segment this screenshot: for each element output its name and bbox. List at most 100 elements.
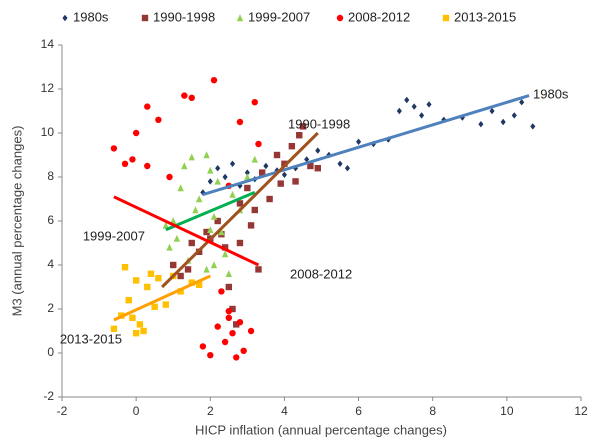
point xyxy=(155,116,162,124)
point xyxy=(140,327,147,335)
point xyxy=(136,321,144,328)
point xyxy=(129,156,136,163)
x-axis-label: HICP inflation (annual percentage change… xyxy=(195,422,447,437)
legend-label: 1990-1998 xyxy=(153,9,215,24)
x-tick-label: 0 xyxy=(133,404,140,418)
legend-marker xyxy=(336,14,344,22)
legend-label: 2008-2012 xyxy=(348,9,410,24)
point xyxy=(110,145,118,152)
point xyxy=(288,143,296,150)
point xyxy=(258,169,266,176)
point xyxy=(177,184,184,192)
point xyxy=(207,178,213,185)
point xyxy=(195,195,203,203)
point xyxy=(155,275,162,282)
y-tick-label: -2 xyxy=(43,389,54,403)
point xyxy=(195,281,203,288)
x-tick-label: 12 xyxy=(574,404,588,418)
point xyxy=(207,352,214,359)
point xyxy=(221,338,229,346)
point xyxy=(255,140,262,148)
y-axis-label: M3 (annual percentage changes) xyxy=(9,126,24,317)
trend-line xyxy=(113,274,211,322)
legend-marker xyxy=(141,14,149,22)
point xyxy=(337,160,343,167)
point xyxy=(218,288,225,295)
legend-marker xyxy=(62,14,68,22)
point xyxy=(210,261,218,269)
point xyxy=(251,206,258,214)
x-tick-label: 10 xyxy=(500,404,514,418)
point xyxy=(229,330,236,337)
point xyxy=(404,96,410,104)
point xyxy=(356,138,362,145)
point xyxy=(519,99,525,106)
point xyxy=(277,180,284,187)
point xyxy=(251,99,258,106)
point xyxy=(214,323,221,330)
point xyxy=(244,173,251,181)
point xyxy=(129,314,136,321)
point xyxy=(396,107,402,115)
point xyxy=(192,206,199,214)
x-tick-label: -2 xyxy=(57,404,68,418)
point xyxy=(144,283,151,291)
point xyxy=(281,171,287,178)
x-tick-label: 4 xyxy=(281,404,288,418)
point xyxy=(247,222,255,229)
trend-label: 2013-2015 xyxy=(60,331,122,346)
point xyxy=(273,151,281,159)
point xyxy=(132,330,140,337)
point xyxy=(170,261,177,269)
x-tick-label: 2 xyxy=(207,404,214,418)
point xyxy=(207,166,214,174)
point xyxy=(236,239,244,247)
point xyxy=(419,112,425,119)
point xyxy=(121,160,129,167)
y-tick-label: 14 xyxy=(41,37,55,51)
point xyxy=(426,101,432,108)
point xyxy=(511,112,517,119)
point xyxy=(233,321,240,328)
point xyxy=(203,265,210,273)
point xyxy=(218,228,225,236)
trend-label: 2008-2012 xyxy=(290,266,352,281)
legend-marker xyxy=(442,14,450,22)
point xyxy=(181,92,188,99)
point xyxy=(225,283,233,291)
point xyxy=(240,347,247,354)
point xyxy=(203,228,210,236)
point xyxy=(188,239,195,247)
point xyxy=(121,264,129,271)
point xyxy=(244,169,250,176)
point xyxy=(199,343,207,350)
legend-marker xyxy=(236,14,244,22)
point xyxy=(210,212,218,220)
point xyxy=(132,277,140,284)
point xyxy=(215,165,221,172)
point xyxy=(263,162,269,170)
trend-line xyxy=(165,191,256,232)
y-tick-label: 6 xyxy=(47,213,54,227)
point xyxy=(281,160,288,167)
point xyxy=(162,301,169,308)
point xyxy=(251,155,258,163)
trend-label: 1980s xyxy=(533,86,569,101)
x-tick-label: 8 xyxy=(429,404,436,418)
point xyxy=(132,129,140,137)
y-tick-label: 4 xyxy=(47,257,54,271)
point xyxy=(221,244,229,251)
point xyxy=(255,266,262,273)
point xyxy=(225,270,233,277)
point xyxy=(236,319,244,326)
point xyxy=(166,173,173,181)
y-tick-label: 2 xyxy=(47,301,54,315)
point xyxy=(247,327,255,335)
point xyxy=(177,288,184,295)
point xyxy=(144,103,151,110)
point xyxy=(110,325,118,332)
point xyxy=(229,160,236,167)
point xyxy=(147,270,155,277)
point xyxy=(530,123,536,130)
